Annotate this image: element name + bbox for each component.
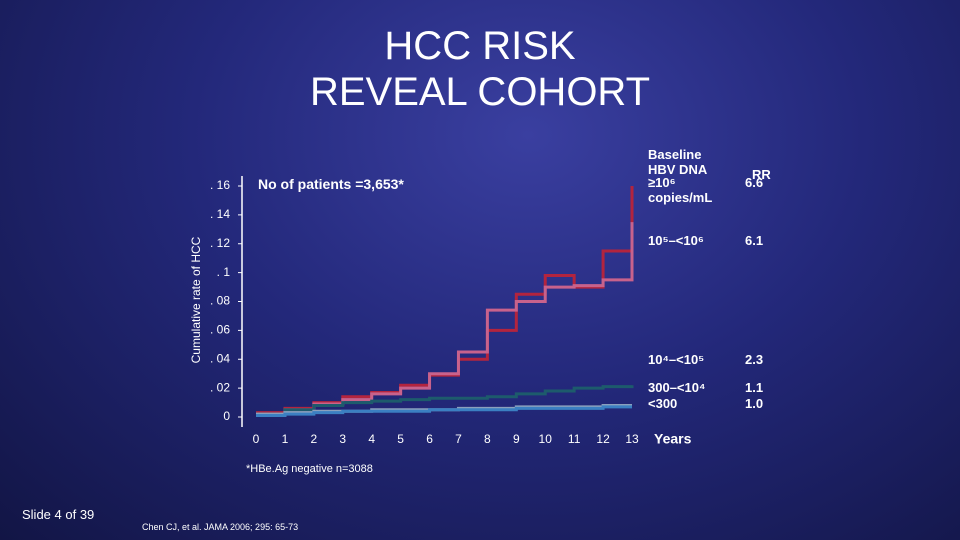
x-tick-label: 9	[513, 432, 520, 446]
x-tick-label: 3	[339, 432, 346, 446]
legend-rr: 2.3	[745, 352, 764, 367]
title-line: REVEAL COHORT	[309, 70, 651, 114]
y-tick-label: . 16	[210, 178, 230, 192]
citation: Chen CJ, et al. JAMA 2006; 295: 65-73	[142, 522, 299, 532]
x-tick-label: 13	[625, 432, 639, 446]
x-tick-label: 0	[253, 432, 260, 446]
footnote: *HBe.Ag negative n=3088	[246, 463, 373, 475]
legend-rr: 1.1	[745, 380, 764, 395]
slide-number: Slide 4 of 39	[22, 507, 95, 522]
y-tick-label: 0	[223, 409, 230, 423]
series-line	[256, 222, 634, 418]
x-tick-label: 5	[397, 432, 404, 446]
legend-title: Baseline HBV DNA	[648, 147, 708, 177]
y-tick-label: . 08	[210, 294, 230, 308]
legend-rr: 6.1	[745, 233, 764, 248]
annotation: No of patients =3,653*	[258, 176, 404, 192]
legend-rr: 6.6	[745, 175, 764, 190]
legend-label: 300–<10⁴	[648, 380, 706, 395]
x-axis-label: Years	[654, 431, 692, 447]
legend-label: ≥10⁶ copies/mL	[648, 175, 713, 205]
x-tick-label: 11	[568, 432, 581, 446]
x-tick-label: 10	[539, 432, 553, 446]
legend-rr-title: RR	[752, 167, 771, 182]
y-tick-label: . 14	[210, 207, 230, 221]
x-tick-label: 7	[455, 432, 462, 446]
title-line: HCC RISK	[384, 24, 576, 68]
legend-label: <300	[648, 396, 678, 411]
legend-label: 10⁵–<10⁶	[648, 233, 704, 248]
legend-label: 10⁴–<10⁵	[648, 352, 705, 367]
y-tick-label: . 02	[210, 380, 230, 394]
x-tick-label: 4	[368, 432, 375, 446]
series-line	[256, 405, 632, 418]
x-tick-label: 1	[282, 432, 289, 446]
series-line	[256, 186, 634, 415]
y-tick-label: . 04	[210, 351, 230, 365]
y-tick-label: . 1	[217, 265, 231, 279]
x-tick-label: 8	[484, 432, 491, 446]
series-line	[256, 385, 634, 416]
legend-rr: 1.0	[745, 396, 764, 411]
y-axis-label: Cumulative rate of HCC	[189, 236, 203, 363]
x-tick-label: 12	[596, 432, 610, 446]
y-tick-label: . 06	[210, 323, 230, 337]
x-tick-label: 6	[426, 432, 433, 446]
y-tick-label: . 12	[210, 236, 230, 250]
x-tick-label: 2	[311, 432, 318, 446]
